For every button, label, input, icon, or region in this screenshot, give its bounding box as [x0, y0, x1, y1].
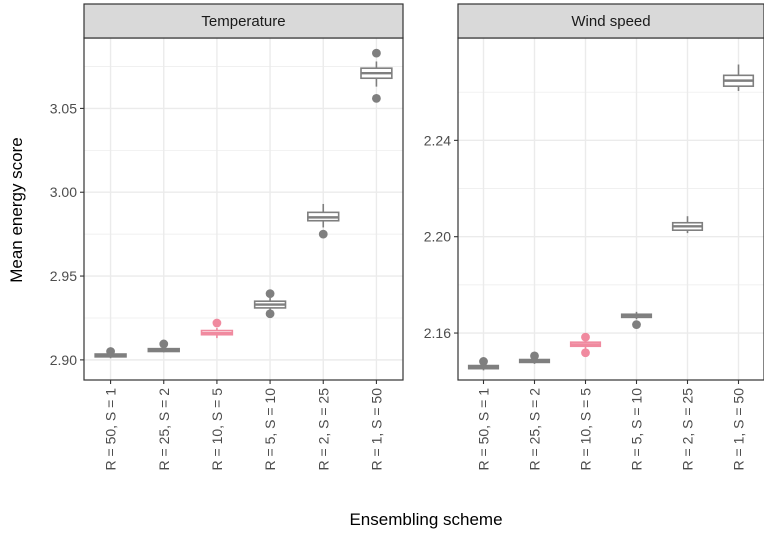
x-tick-label: R = 2, S = 25: [315, 388, 331, 471]
box-0: [467, 357, 500, 371]
outlier-point: [581, 348, 590, 358]
outlier-point: [530, 351, 539, 361]
y-tick-label: 2.16: [424, 325, 451, 341]
y-tick-label: 2.20: [424, 229, 451, 245]
panel-background: [84, 38, 403, 380]
panel-background: [458, 38, 764, 380]
y-tick-label: 2.90: [50, 352, 77, 368]
outlier-point: [479, 357, 488, 366]
x-tick-label: R = 5, S = 10: [629, 388, 645, 471]
box-0: [94, 347, 127, 359]
x-tick-label: R = 2, S = 25: [680, 388, 696, 471]
x-tick-label: R = 25, S = 2: [527, 388, 543, 471]
x-tick-label: R = 50, S = 1: [103, 388, 119, 471]
outlier-point: [372, 48, 381, 58]
box-4: [307, 203, 340, 239]
box-2: [569, 332, 602, 358]
y-axis-title: Mean energy score: [7, 137, 26, 283]
box-3: [253, 289, 287, 319]
y-tick-label: 2.95: [50, 268, 77, 284]
x-tick-label: R = 25, S = 2: [156, 388, 172, 471]
y-tick-label: 3.00: [50, 184, 77, 200]
box-1: [518, 351, 551, 364]
outlier-point: [581, 332, 590, 342]
strip-background: [457, 3, 764, 39]
panel-1: Wind speed 2.16 2.20 2.24 R = 50, S = 1 R = 2…: [424, 3, 764, 471]
box-1: [147, 339, 180, 353]
panel-0: Temperature 2.90 2.95 3.00 3.05 R = 50, S = 1…: [50, 3, 404, 471]
box-5: [722, 64, 755, 91]
outlier-point: [212, 318, 222, 328]
x-tick-label: R = 5, S = 10: [262, 388, 278, 471]
outlier-point: [318, 229, 328, 239]
box-2: [200, 318, 234, 339]
panels-group: Temperature 2.90 2.95 3.00 3.05 R = 50, S = 1…: [50, 3, 764, 471]
outlier-point: [159, 339, 169, 349]
outlier-point: [372, 93, 381, 103]
outlier-point: [106, 347, 115, 356]
x-tick-label: R = 50, S = 1: [476, 388, 492, 471]
outlier-point: [265, 289, 275, 299]
outlier-point: [632, 320, 641, 330]
box-5: [360, 48, 393, 103]
box-3: [620, 311, 653, 330]
strip-label: Temperature: [201, 13, 285, 30]
outlier-point: [265, 309, 275, 319]
strip-label: Wind speed: [571, 13, 650, 30]
x-tick-label: R = 10, S = 5: [578, 388, 594, 471]
box-4: [671, 216, 704, 234]
x-tick-label: R = 1, S = 50: [368, 388, 384, 471]
x-tick-label: R = 1, S = 50: [731, 388, 747, 471]
y-tick-label: 2.24: [424, 132, 451, 148]
x-tick-label: R = 10, S = 5: [209, 388, 225, 471]
strip-background: [83, 3, 404, 39]
x-axis-title: Ensembling scheme: [349, 510, 502, 529]
y-tick-label: 3.05: [50, 100, 77, 116]
